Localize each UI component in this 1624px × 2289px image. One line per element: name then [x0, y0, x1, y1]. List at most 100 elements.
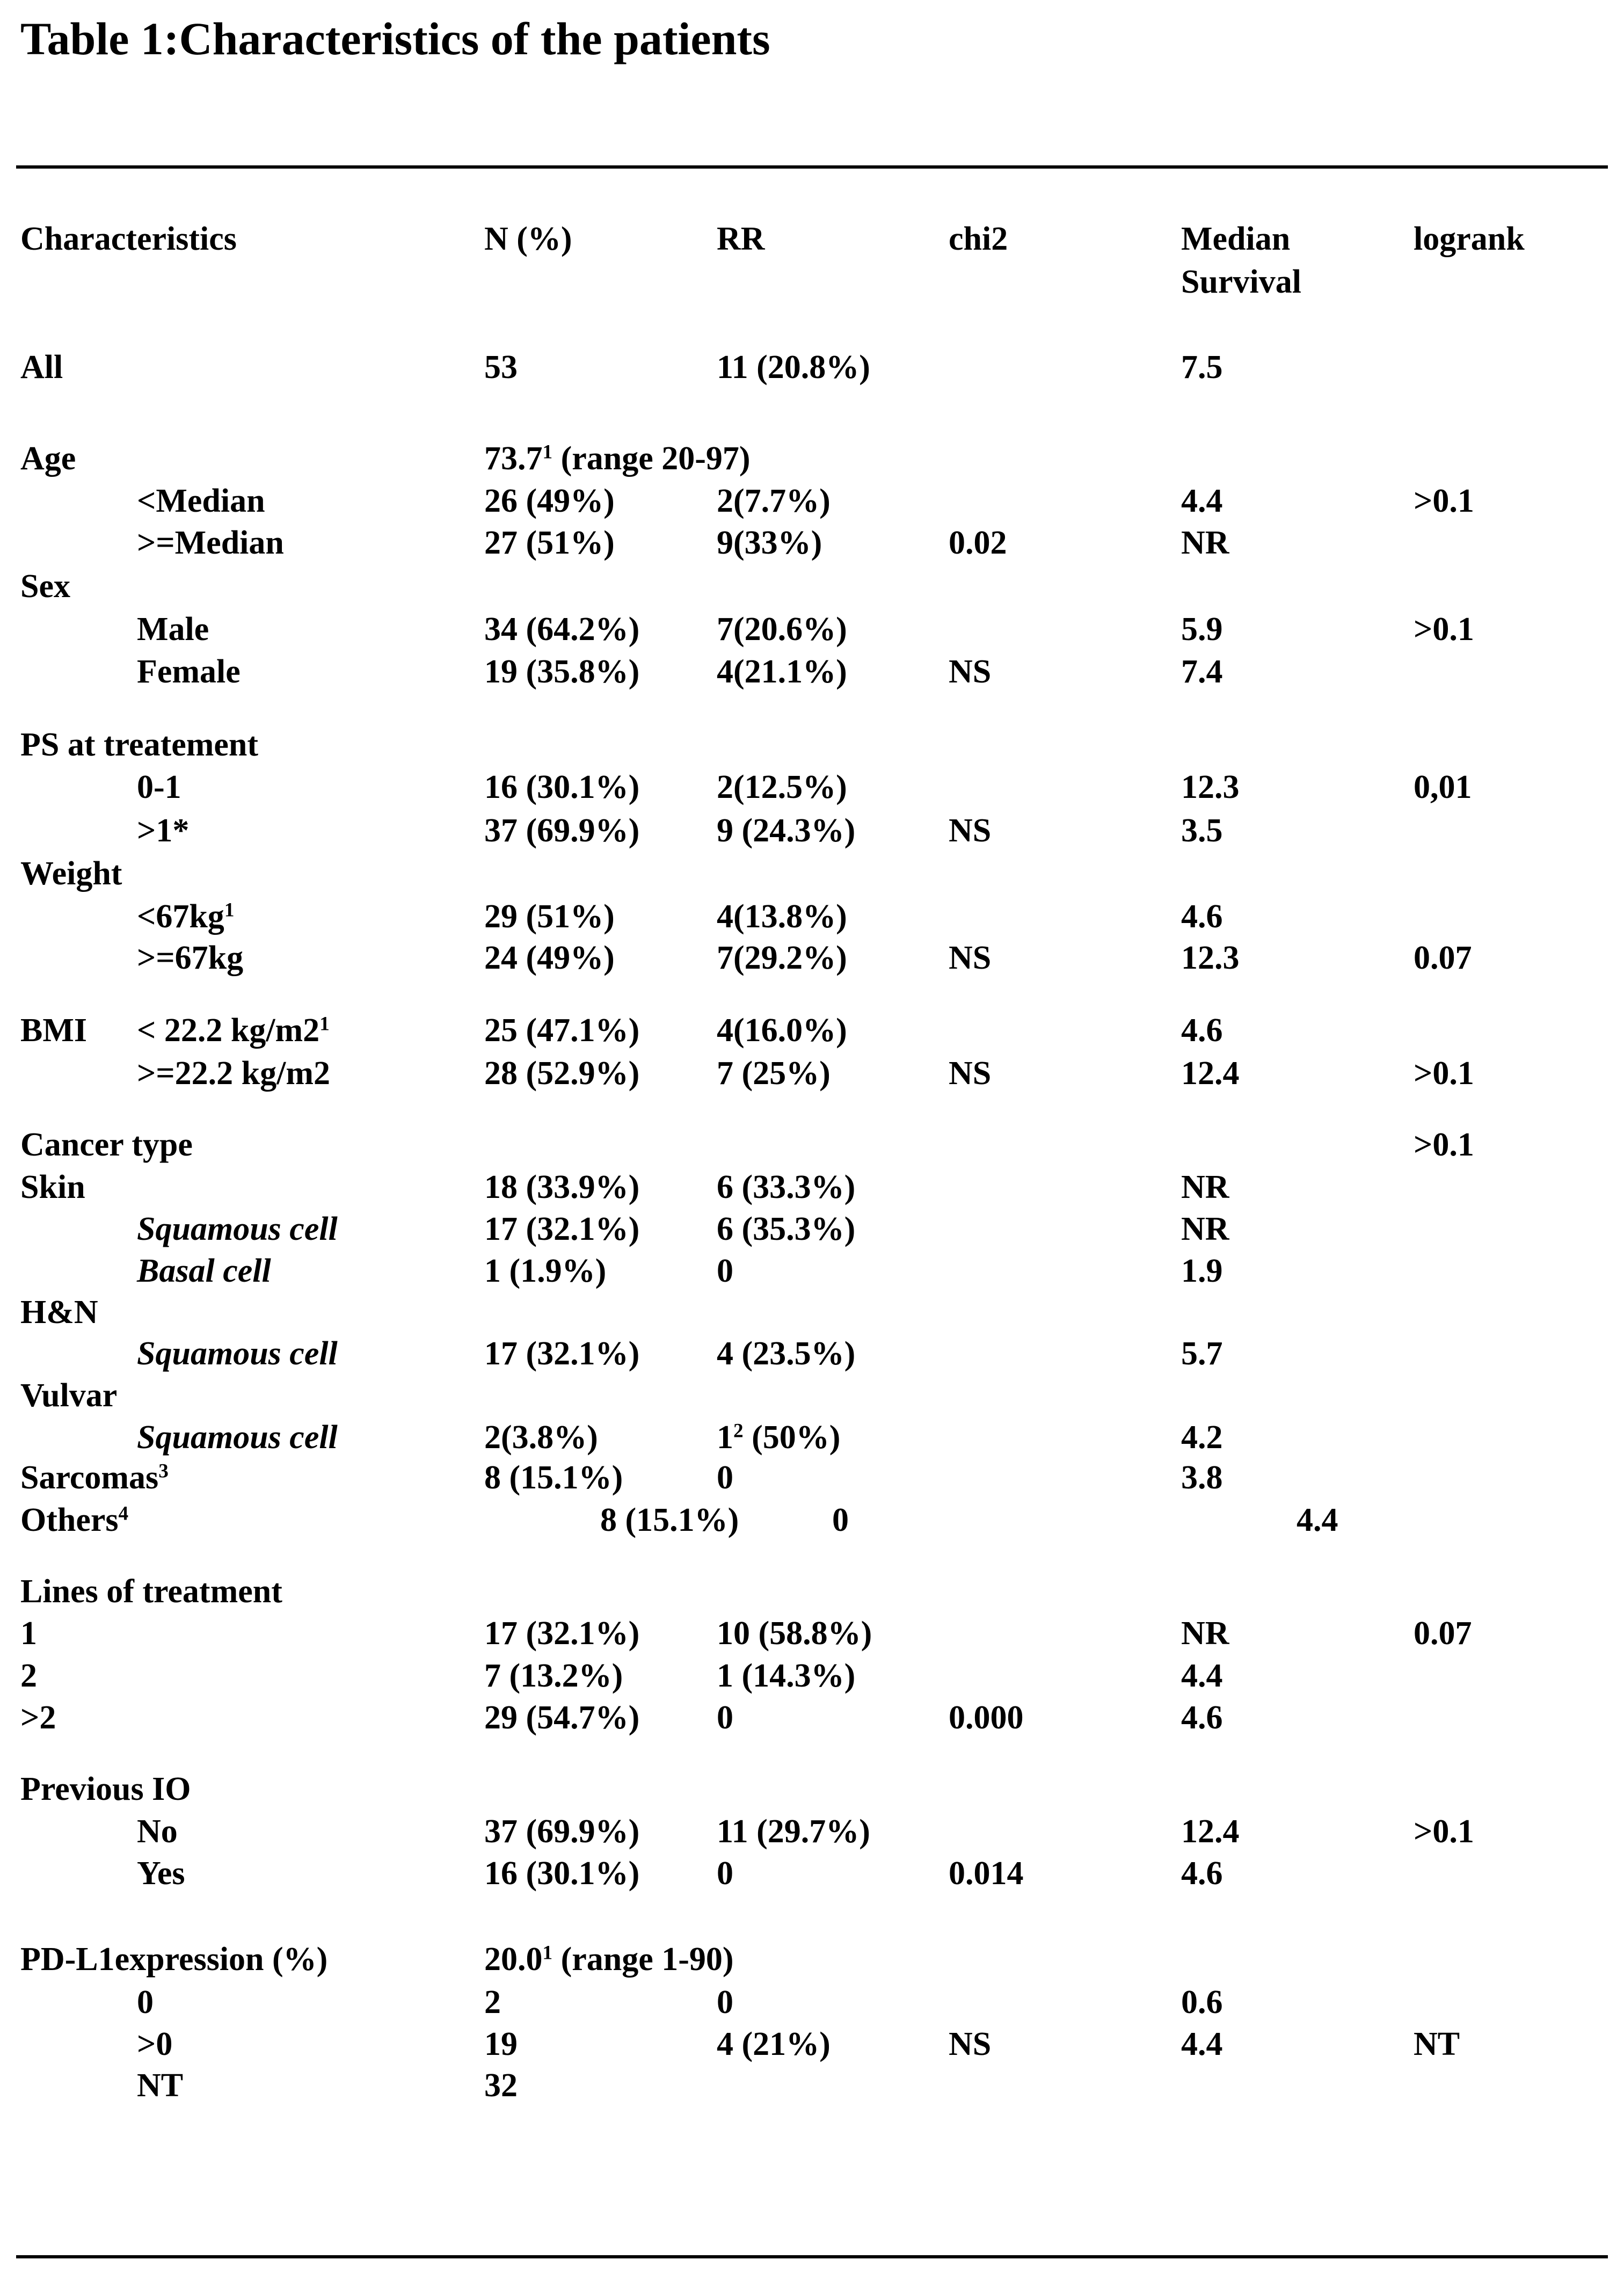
cell-median-survival: 4.4 [1181, 2026, 1223, 2062]
header-median-survival-1: Median [1181, 221, 1291, 257]
header-rr: RR [717, 221, 765, 257]
cell-median-survival: 7.4 [1181, 653, 1223, 690]
cell-logrank: 0,01 [1414, 769, 1472, 805]
row-label: Yes [137, 1855, 185, 1892]
cell-median-survival: 0.6 [1181, 1984, 1223, 2021]
row-label: >0 [137, 2026, 173, 2062]
cell-median-survival: 4.6 [1181, 1012, 1223, 1049]
cell-chi2: NS [949, 2026, 992, 2062]
row-label: BMI [20, 1012, 87, 1049]
cell-rr: 0 [832, 1502, 849, 1538]
cell-rr: 4 (23.5%) [717, 1335, 856, 1372]
cell-chi2: NS [949, 940, 992, 976]
cell-rr: 1 (14.3%) [717, 1658, 856, 1694]
cell-rr: 0 [717, 1253, 733, 1289]
cell-rr: 4(13.8%) [717, 898, 847, 935]
cell-median-survival: NR [1181, 1169, 1229, 1205]
row-label: NT [137, 2067, 184, 2104]
row-label: 0 [137, 1984, 154, 2021]
cell-rr: 10 (58.8%) [717, 1615, 872, 1652]
row-label: PS at treatement [20, 726, 259, 763]
cell-rr: 0 [717, 1855, 733, 1892]
cell-logrank: >0.1 [1414, 1055, 1474, 1092]
cell-n: 8 (15.1%) [600, 1502, 739, 1538]
cell-n: 20.01 (range 1-90) [484, 1941, 734, 1978]
cell-median-survival: NR [1181, 1211, 1229, 1247]
row-label: >=Median [137, 525, 284, 561]
cell-rr: 11 (20.8%) [717, 349, 870, 386]
cell-rr: 6 (33.3%) [717, 1169, 856, 1205]
cell-n: 19 [484, 2026, 518, 2062]
row-label: Vulvar [20, 1377, 118, 1414]
cell-n: 17 (32.1%) [484, 1335, 640, 1372]
cell-rr: 7 (25%) [717, 1055, 831, 1092]
cell-n: 34 (64.2%) [484, 611, 640, 648]
cell-rr: 2(7.7%) [717, 483, 831, 519]
cell-median-survival: 4.4 [1181, 483, 1223, 519]
cell-n: 37 (69.9%) [484, 1813, 640, 1850]
row-label: H&N [20, 1294, 98, 1331]
cell-n: 17 (32.1%) [484, 1211, 640, 1247]
row-label: Sex [20, 568, 70, 605]
cell-n: 8 (15.1%) [484, 1459, 623, 1496]
cell-n: 28 (52.9%) [484, 1055, 640, 1092]
row-sublabel: < 22.2 kg/m21 [137, 1012, 330, 1049]
cell-median-survival: 4.6 [1181, 898, 1223, 935]
cell-median-survival: 4.6 [1181, 1699, 1223, 1736]
row-label: >1* [137, 812, 190, 849]
cell-logrank: >0.1 [1414, 611, 1474, 648]
cell-median-survival: NR [1181, 1615, 1229, 1652]
cell-n: 24 (49%) [484, 940, 615, 976]
cell-chi2: 0.02 [949, 525, 1007, 561]
row-label: Squamous cell [137, 1419, 338, 1456]
cell-median-survival: 4.4 [1297, 1502, 1338, 1538]
row-label: PD-L1expression (%) [20, 1941, 328, 1978]
cell-n: 1 (1.9%) [484, 1253, 607, 1289]
cell-median-survival: 3.8 [1181, 1459, 1223, 1496]
cell-logrank: 0.07 [1414, 940, 1472, 976]
cell-n: 25 (47.1%) [484, 1012, 640, 1049]
row-label: <67kg1 [137, 898, 235, 935]
cell-n: 53 [484, 349, 518, 386]
cell-median-survival: 3.5 [1181, 812, 1223, 849]
cell-n: 29 (51%) [484, 898, 615, 935]
row-label: Age [20, 440, 76, 477]
cell-chi2: NS [949, 812, 992, 849]
cell-n: 26 (49%) [484, 483, 615, 519]
row-label: Male [137, 611, 209, 648]
cell-chi2: NS [949, 653, 992, 690]
cell-n: 37 (69.9%) [484, 812, 640, 849]
header-chi2: chi2 [949, 221, 1008, 257]
cell-n: 2 [484, 1984, 501, 2021]
row-label: Sarcomas3 [20, 1459, 169, 1496]
row-label: 2 [20, 1658, 37, 1694]
header-median-survival-2: Survival [1181, 264, 1301, 300]
cell-logrank: 0.07 [1414, 1615, 1472, 1652]
row-label: Others4 [20, 1502, 129, 1538]
cell-median-survival: 12.4 [1181, 1055, 1240, 1092]
cell-median-survival: 7.5 [1181, 349, 1223, 386]
cell-chi2: NS [949, 1055, 992, 1092]
cell-rr: 9 (24.3%) [717, 812, 856, 849]
header-characteristics: Characteristics [20, 221, 237, 257]
cell-rr: 4(21.1%) [717, 653, 847, 690]
row-label: All [20, 349, 63, 386]
row-label: Basal cell [137, 1253, 271, 1289]
cell-rr: 4 (21%) [717, 2026, 831, 2062]
cell-n: 32 [484, 2067, 518, 2104]
cell-rr: 7(29.2%) [717, 940, 847, 976]
cell-rr: 0 [717, 1984, 733, 2021]
cell-rr: 0 [717, 1699, 733, 1736]
cell-n: 16 (30.1%) [484, 769, 640, 805]
row-label: Squamous cell [137, 1211, 338, 1247]
row-label: >=67kg [137, 940, 244, 976]
cell-n: 16 (30.1%) [484, 1855, 640, 1892]
cell-median-survival: 4.6 [1181, 1855, 1223, 1892]
cell-rr: 4(16.0%) [717, 1012, 847, 1049]
cell-rr: 11 (29.7%) [717, 1813, 870, 1850]
row-label: Skin [20, 1169, 85, 1205]
row-label: <Median [137, 483, 265, 519]
row-label: Previous IO [20, 1771, 191, 1807]
row-label: Squamous cell [137, 1335, 338, 1372]
cell-rr: 7(20.6%) [717, 611, 847, 648]
